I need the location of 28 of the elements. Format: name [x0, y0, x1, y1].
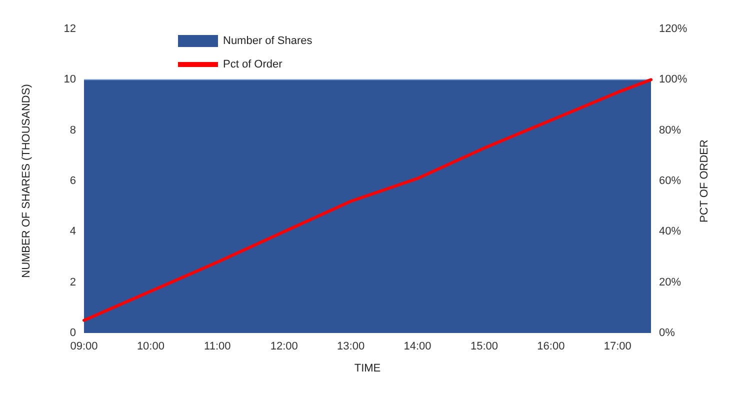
y2-tick-label: 100% — [659, 74, 688, 86]
y2-tick-label: 60% — [659, 175, 682, 187]
x-tick-label: 13:00 — [337, 340, 365, 352]
legend-label: Number of Shares — [223, 35, 313, 47]
x-tick-label: 17:00 — [604, 340, 632, 352]
x-tick-label: 09:00 — [70, 340, 98, 352]
legend-label: Pct of Order — [223, 58, 283, 70]
y-tick-label: 4 — [70, 226, 76, 238]
y2-tick-label: 20% — [659, 276, 682, 288]
y-axis-title: NUMBER OF SHARES (THOUSANDS) — [20, 84, 32, 278]
x-tick-label: 12:00 — [270, 340, 298, 352]
x-tick-label: 11:00 — [204, 340, 231, 352]
y2-tick-label: 80% — [659, 124, 682, 136]
x-tick-label: 15:00 — [470, 340, 498, 352]
y2-tick-label: 120% — [659, 23, 688, 35]
x-tick-label: 10:00 — [136, 340, 164, 352]
x-tick-label: 14:00 — [404, 340, 432, 352]
y2-tick-label: 0% — [659, 327, 676, 339]
x-tick-label: 16:00 — [537, 340, 565, 352]
y-tick-label: 12 — [64, 23, 76, 35]
x-axis-title: TIME — [354, 362, 381, 374]
y-tick-label: 8 — [70, 124, 76, 136]
y2-axis-title: PCT OF ORDER — [698, 139, 710, 222]
y-tick-label: 10 — [64, 74, 76, 86]
y-tick-label: 2 — [70, 276, 76, 288]
y-tick-label: 0 — [70, 327, 76, 339]
y2-tick-label: 40% — [659, 226, 682, 238]
y-tick-label: 6 — [70, 175, 76, 187]
